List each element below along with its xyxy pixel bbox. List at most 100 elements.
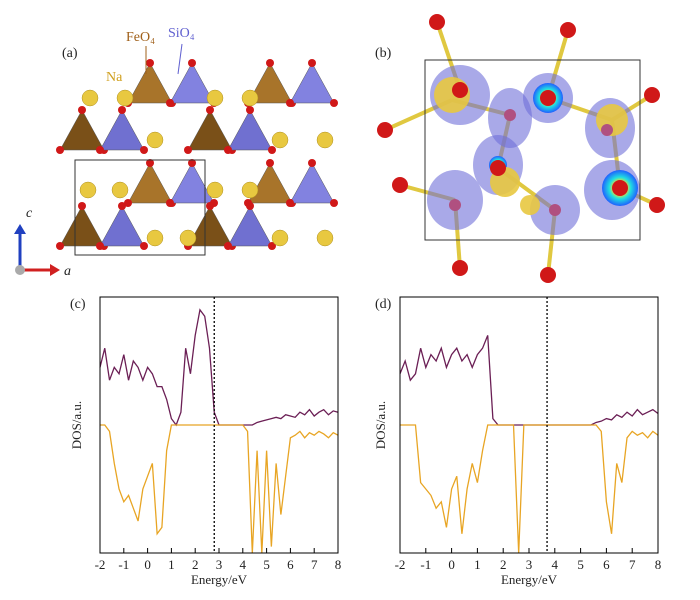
x-tick-label: 4 — [240, 557, 247, 572]
na-label: Na — [106, 70, 123, 85]
arrowhead — [50, 264, 60, 276]
sodium — [116, 89, 134, 107]
x-tick-label: 8 — [335, 557, 342, 572]
oxygen — [124, 199, 132, 207]
sodium — [179, 229, 197, 247]
oxygen — [560, 22, 576, 38]
sodium — [146, 131, 164, 149]
unit-cell — [424, 59, 641, 241]
x-tick-label: 3 — [216, 557, 223, 572]
oxygen — [78, 106, 86, 114]
arrowhead — [14, 224, 26, 234]
x-axis-label: Energy/eV — [191, 572, 248, 587]
oxygen — [392, 177, 408, 193]
sodium — [316, 229, 334, 247]
oxygen — [429, 14, 445, 30]
oxygen — [188, 159, 196, 167]
oxygen — [118, 106, 126, 114]
x-tick-label: 2 — [192, 557, 199, 572]
oxygen — [188, 59, 196, 67]
x-tick-label: -1 — [118, 557, 129, 572]
x-tick-label: 1 — [474, 557, 481, 572]
sodium — [271, 131, 289, 149]
sodium — [79, 181, 97, 199]
panel-label: (d) — [375, 297, 392, 312]
x-tick-label: -2 — [395, 557, 406, 572]
x-tick-label: 6 — [287, 557, 294, 572]
oxygen — [644, 87, 660, 103]
tetrahedron — [227, 109, 273, 151]
oxygen — [308, 159, 316, 167]
x-tick-label: 4 — [552, 557, 559, 572]
oxygen — [612, 180, 628, 196]
sio4-label: SiO₄ — [168, 26, 195, 41]
oxygen — [452, 260, 468, 276]
tetrahedron — [227, 205, 273, 247]
oxygen — [146, 159, 154, 167]
sodium — [81, 89, 99, 107]
x-tick-label: 0 — [144, 557, 151, 572]
tetrahedron — [187, 205, 233, 247]
oxygen — [96, 242, 104, 250]
oxygen — [78, 202, 86, 210]
oxygen — [268, 146, 276, 154]
dos-curve — [400, 424, 659, 554]
oxygen — [268, 242, 276, 250]
tetrahedron — [289, 162, 335, 204]
oxygen — [266, 159, 274, 167]
tetrahedron — [127, 162, 173, 204]
sodium — [520, 195, 540, 215]
x-tick-label: 6 — [603, 557, 610, 572]
iron — [601, 124, 613, 136]
iron — [549, 204, 561, 216]
x-tick-label: 8 — [655, 557, 662, 572]
x-tick-label: 5 — [577, 557, 584, 572]
oxygen — [286, 199, 294, 207]
oxygen — [246, 106, 254, 114]
iron — [449, 199, 461, 211]
oxygen — [224, 146, 232, 154]
origin — [15, 265, 25, 275]
panel-label: (c) — [70, 297, 86, 312]
oxygen — [56, 242, 64, 250]
tetrahedron — [59, 205, 105, 247]
oxygen — [166, 99, 174, 107]
sodium — [241, 181, 259, 199]
oxygen — [206, 106, 214, 114]
pointer — [177, 43, 183, 75]
oxygen — [308, 59, 316, 67]
dos-curve — [399, 335, 659, 426]
sodium — [241, 89, 259, 107]
oxygen — [490, 160, 506, 176]
oxygen — [377, 122, 393, 138]
oxygen — [286, 99, 294, 107]
tetrahedron — [187, 109, 233, 151]
oxygen — [146, 59, 154, 67]
oxygen — [540, 267, 556, 283]
tetrahedron — [59, 109, 105, 151]
y-axis-label: DOS/a.u. — [69, 401, 84, 449]
x-tick-label: -1 — [420, 557, 431, 572]
oxygen — [96, 146, 104, 154]
x-tick-label: 5 — [263, 557, 270, 572]
dos-curve — [99, 308, 339, 427]
sodium — [271, 229, 289, 247]
axis-a-label: a — [64, 264, 71, 279]
tetrahedron — [247, 62, 293, 104]
oxygen — [266, 59, 274, 67]
panel-label: (b) — [375, 46, 392, 61]
x-tick-label: 7 — [629, 557, 636, 572]
unit-cell — [74, 159, 206, 256]
sodium — [316, 131, 334, 149]
x-tick-label: 2 — [500, 557, 507, 572]
sodium — [111, 181, 129, 199]
oxygen — [246, 202, 254, 210]
tetrahedron — [247, 162, 293, 204]
tetrahedron — [99, 109, 145, 151]
sodium — [206, 89, 224, 107]
oxygen — [206, 202, 214, 210]
dos-curve — [100, 424, 339, 554]
x-tick-label: 1 — [168, 557, 175, 572]
tetrahedron — [169, 162, 215, 204]
